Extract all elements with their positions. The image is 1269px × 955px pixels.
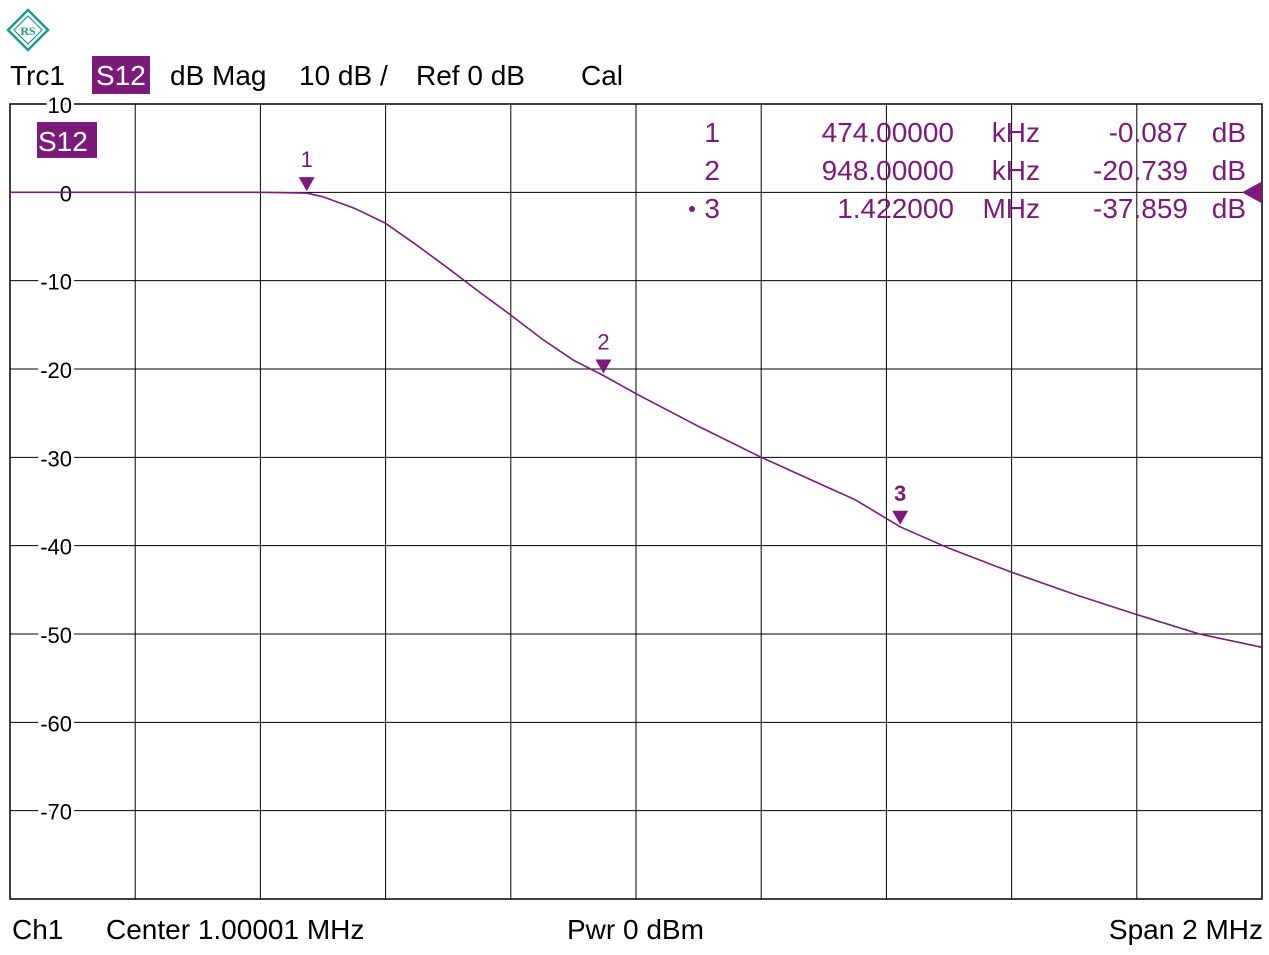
marker-readout-number: 1 bbox=[704, 117, 720, 148]
y-tick-label: -70 bbox=[40, 800, 72, 825]
trace-name[interactable]: Trc1 bbox=[10, 60, 65, 91]
marker-triangle bbox=[892, 510, 909, 525]
marker-readout-value: -37.859 bbox=[1093, 193, 1188, 224]
trace-format[interactable]: dB Mag bbox=[170, 60, 267, 91]
marker-readout-number: 3 bbox=[704, 193, 720, 224]
active-marker-dot bbox=[689, 206, 695, 212]
channel-label: Ch1 bbox=[12, 914, 64, 945]
marker-readout-frequency: 948.00000 bbox=[822, 155, 954, 186]
y-tick-label: -60 bbox=[40, 711, 72, 736]
marker-readout-frequency-unit: MHz bbox=[982, 193, 1040, 224]
rohde-schwarz-logo-icon: RS bbox=[6, 8, 50, 52]
center-frequency[interactable]: Center 1.00001 MHz bbox=[106, 914, 365, 945]
marker-readout-number: 2 bbox=[704, 155, 720, 186]
reference-level-marker bbox=[1242, 181, 1262, 204]
y-tick-label: 10 bbox=[48, 93, 72, 118]
marker-readout-value-unit: dB bbox=[1212, 117, 1246, 148]
y-tick-label: -50 bbox=[40, 623, 72, 648]
reference-value[interactable]: Ref 0 dB bbox=[416, 60, 525, 91]
marker-number: 3 bbox=[894, 481, 906, 506]
marker-readout-frequency-unit: kHz bbox=[992, 117, 1040, 148]
marker-readout-value-unit: dB bbox=[1212, 155, 1246, 186]
marker-readout-value: -0.087 bbox=[1109, 117, 1188, 148]
marker-number: 1 bbox=[301, 147, 313, 172]
marker-number: 2 bbox=[597, 330, 609, 355]
marker-triangle bbox=[595, 359, 612, 374]
marker-triangle bbox=[298, 177, 315, 192]
y-tick-label: -30 bbox=[40, 446, 72, 471]
y-tick-label: -20 bbox=[40, 358, 72, 383]
channel-footer: Ch1 Center 1.00001 MHz Pwr 0 dBm Span 2 … bbox=[0, 908, 1269, 952]
trace-line bbox=[10, 191, 1263, 649]
marker-readout-value: -20.739 bbox=[1093, 155, 1188, 186]
y-tick-label: -40 bbox=[40, 535, 72, 560]
y-tick-label: 0 bbox=[60, 181, 72, 206]
measured-parameter-badge[interactable]: S12 bbox=[92, 56, 150, 94]
frequency-span[interactable]: Span 2 MHz bbox=[1108, 914, 1263, 945]
scale-per-division[interactable]: 10 dB / bbox=[299, 60, 388, 91]
marker-readout-frequency: 1.422000 bbox=[837, 193, 954, 224]
y-tick-label: -10 bbox=[40, 270, 72, 295]
source-power[interactable]: Pwr 0 dBm bbox=[567, 914, 704, 945]
calibration-status: Cal bbox=[581, 60, 624, 91]
trace-label: S12 bbox=[38, 126, 88, 157]
svg-text:RS: RS bbox=[20, 24, 36, 38]
trace-label-box bbox=[37, 122, 97, 158]
marker-readout-value-unit: dB bbox=[1212, 193, 1246, 224]
marker-readout-frequency: 474.00000 bbox=[822, 117, 954, 148]
marker-readout-frequency-unit: kHz bbox=[992, 155, 1040, 186]
